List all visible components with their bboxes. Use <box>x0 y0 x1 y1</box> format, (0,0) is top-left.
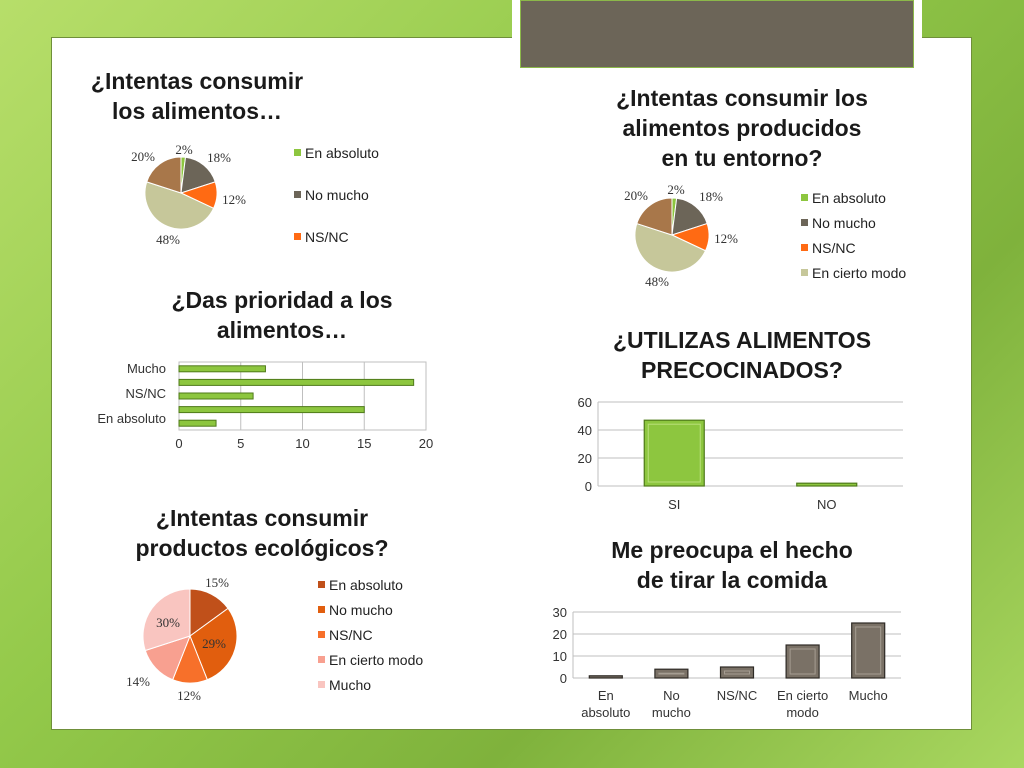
chart4-y-tick-1: 20 <box>578 451 592 466</box>
chart3-bar-1 <box>178 406 365 414</box>
chart6-bar-0 <box>588 675 623 679</box>
chart6-bar-4 <box>851 622 886 679</box>
chart2-legend-swatch-3 <box>801 269 808 276</box>
chart6-y-tick-3: 30 <box>553 605 567 620</box>
chart5-slice-label-3: 14% <box>126 674 150 689</box>
chart3-bar-0 <box>178 419 217 427</box>
chart1-slice-1 <box>180 156 216 194</box>
chart3-x-tick-1: 5 <box>237 436 244 451</box>
chart6-bar-3 <box>785 644 820 679</box>
chart2-legend-swatch-1 <box>801 219 808 226</box>
chart2-slice-1 <box>671 197 708 236</box>
chart4-bar-0 <box>643 419 705 487</box>
chart4-bar-1 <box>796 482 858 487</box>
chart1-slice-label-4: 20% <box>131 149 155 164</box>
chart2-slice-label-1: 18% <box>699 189 723 204</box>
chart3-bar-2 <box>178 392 254 400</box>
chart1-title: ¿Intentas consumir los alimentos… <box>90 68 304 124</box>
chart4-bar-bevel-0 <box>647 423 701 483</box>
chart1-slice-label-3: 48% <box>156 232 180 247</box>
chart5-legend-label-1: No mucho <box>329 602 393 618</box>
chart6-x-label-1-1: mucho <box>652 705 691 720</box>
chart2-slice-label-3: 48% <box>645 274 669 289</box>
chart5-legend-label-4: Mucho <box>329 677 371 693</box>
chart5-slice-label-0: 15% <box>205 575 229 590</box>
chart5-slice-label-4: 30% <box>156 615 180 630</box>
chart1-slice-4 <box>146 156 182 194</box>
chart4-x-label-0-0: SI <box>668 497 680 512</box>
chart6-y-tick-1: 10 <box>553 649 567 664</box>
chart2-slice-label-2: 12% <box>714 231 738 246</box>
chart6-bar-bevel-2 <box>724 670 750 675</box>
chart5-legend-swatch-1 <box>318 606 325 613</box>
chart3-bar-4 <box>178 365 266 373</box>
chart6-x-label-3-0: En cierto <box>777 688 828 703</box>
chart3-x-tick-0: 0 <box>175 436 182 451</box>
chart3-x-tick-4: 20 <box>419 436 433 451</box>
chart4-y-tick-2: 40 <box>578 423 592 438</box>
chart3-bar-3 <box>178 378 415 386</box>
chart4-y-tick-0: 0 <box>585 479 592 494</box>
chart6-x-label-0-1: absoluto <box>581 705 630 720</box>
chart6-x-label-2-0: NS/NC <box>717 688 757 703</box>
chart4-x-label-1-0: NO <box>817 497 837 512</box>
chart6-bar-2 <box>719 666 755 679</box>
chart2-legend-label-2: NS/NC <box>812 240 856 256</box>
chart5-title: ¿Intentas consumir productos ecológicos? <box>135 505 389 561</box>
chart5-legend-label-3: En cierto modo <box>329 652 423 668</box>
chart3-y-label-2: Mucho <box>127 361 166 376</box>
chart5-slice-4 <box>142 588 191 652</box>
chart5-legend-swatch-0 <box>318 581 325 588</box>
chart5-legend-label-0: En absoluto <box>329 577 403 593</box>
chart5-slice-1 <box>189 607 238 681</box>
chart1-slice-3 <box>144 181 215 230</box>
chart2-legend-label-1: No mucho <box>812 215 876 231</box>
chart1-slice-label-0: 2% <box>175 142 193 157</box>
chart6-x-label-1-0: No <box>663 688 680 703</box>
chart2-legend-label-3: En cierto modo <box>812 265 906 281</box>
chart6-x-label-0-0: En <box>598 688 614 703</box>
chart3-x-tick-2: 10 <box>295 436 309 451</box>
chart6-x-label-4-0: Mucho <box>849 688 888 703</box>
chart6-x-label-3-1: modo <box>786 705 819 720</box>
chart3-y-label-1: NS/NC <box>126 386 166 401</box>
chart2-slice-label-0: 2% <box>667 182 685 197</box>
chart2-slice-4 <box>636 197 673 236</box>
chart2-slice-3 <box>634 222 707 273</box>
chart6-bar-bevel-1 <box>658 672 685 675</box>
chart2-legend-swatch-2 <box>801 244 808 251</box>
chart5-legend-swatch-4 <box>318 681 325 688</box>
chart1-slice-label-2: 12% <box>222 192 246 207</box>
chart3-x-tick-3: 15 <box>357 436 371 451</box>
chart6-bar-bevel-3 <box>789 648 816 675</box>
chart1-legend-swatch-1 <box>294 191 301 198</box>
chart5-legend-swatch-2 <box>318 631 325 638</box>
slide-title-box <box>512 0 922 76</box>
chart2-legend-label-0: En absoluto <box>812 190 886 206</box>
chart1-legend-swatch-2 <box>294 233 301 240</box>
chart6-y-tick-2: 20 <box>553 627 567 642</box>
chart3-y-label-0: En absoluto <box>97 411 166 426</box>
chart5-legend-swatch-3 <box>318 656 325 663</box>
chart5-slice-label-1: 29% <box>202 636 226 651</box>
chart1-slice-label-1: 18% <box>207 150 231 165</box>
chart1-legend-swatch-0 <box>294 149 301 156</box>
chart2-slice-label-4: 20% <box>624 188 648 203</box>
chart2-legend-swatch-0 <box>801 194 808 201</box>
chart6-y-tick-0: 0 <box>560 671 567 686</box>
chart5-legend-label-2: NS/NC <box>329 627 373 643</box>
slide-title-bar <box>520 0 914 68</box>
chart3-title: ¿Das prioridad a los alimentos… <box>171 287 393 343</box>
chart4-y-tick-3: 60 <box>578 395 592 410</box>
chart2-title: ¿Intentas consumir los alimentos producid… <box>616 85 868 171</box>
chart6-title: Me preocupa el hecho de tirar la comida <box>611 537 853 593</box>
chart6-bar-bevel-4 <box>855 626 882 675</box>
chart1-legend-label-1: No mucho <box>305 187 369 203</box>
chart1-legend-label-0: En absoluto <box>305 145 379 161</box>
chart4-title: ¿UTILIZAS ALIMENTOS PRECOCINADOS? <box>612 327 872 383</box>
chart1-legend-label-2: NS/NC <box>305 229 349 245</box>
chart5-slice-label-2: 12% <box>177 688 201 703</box>
